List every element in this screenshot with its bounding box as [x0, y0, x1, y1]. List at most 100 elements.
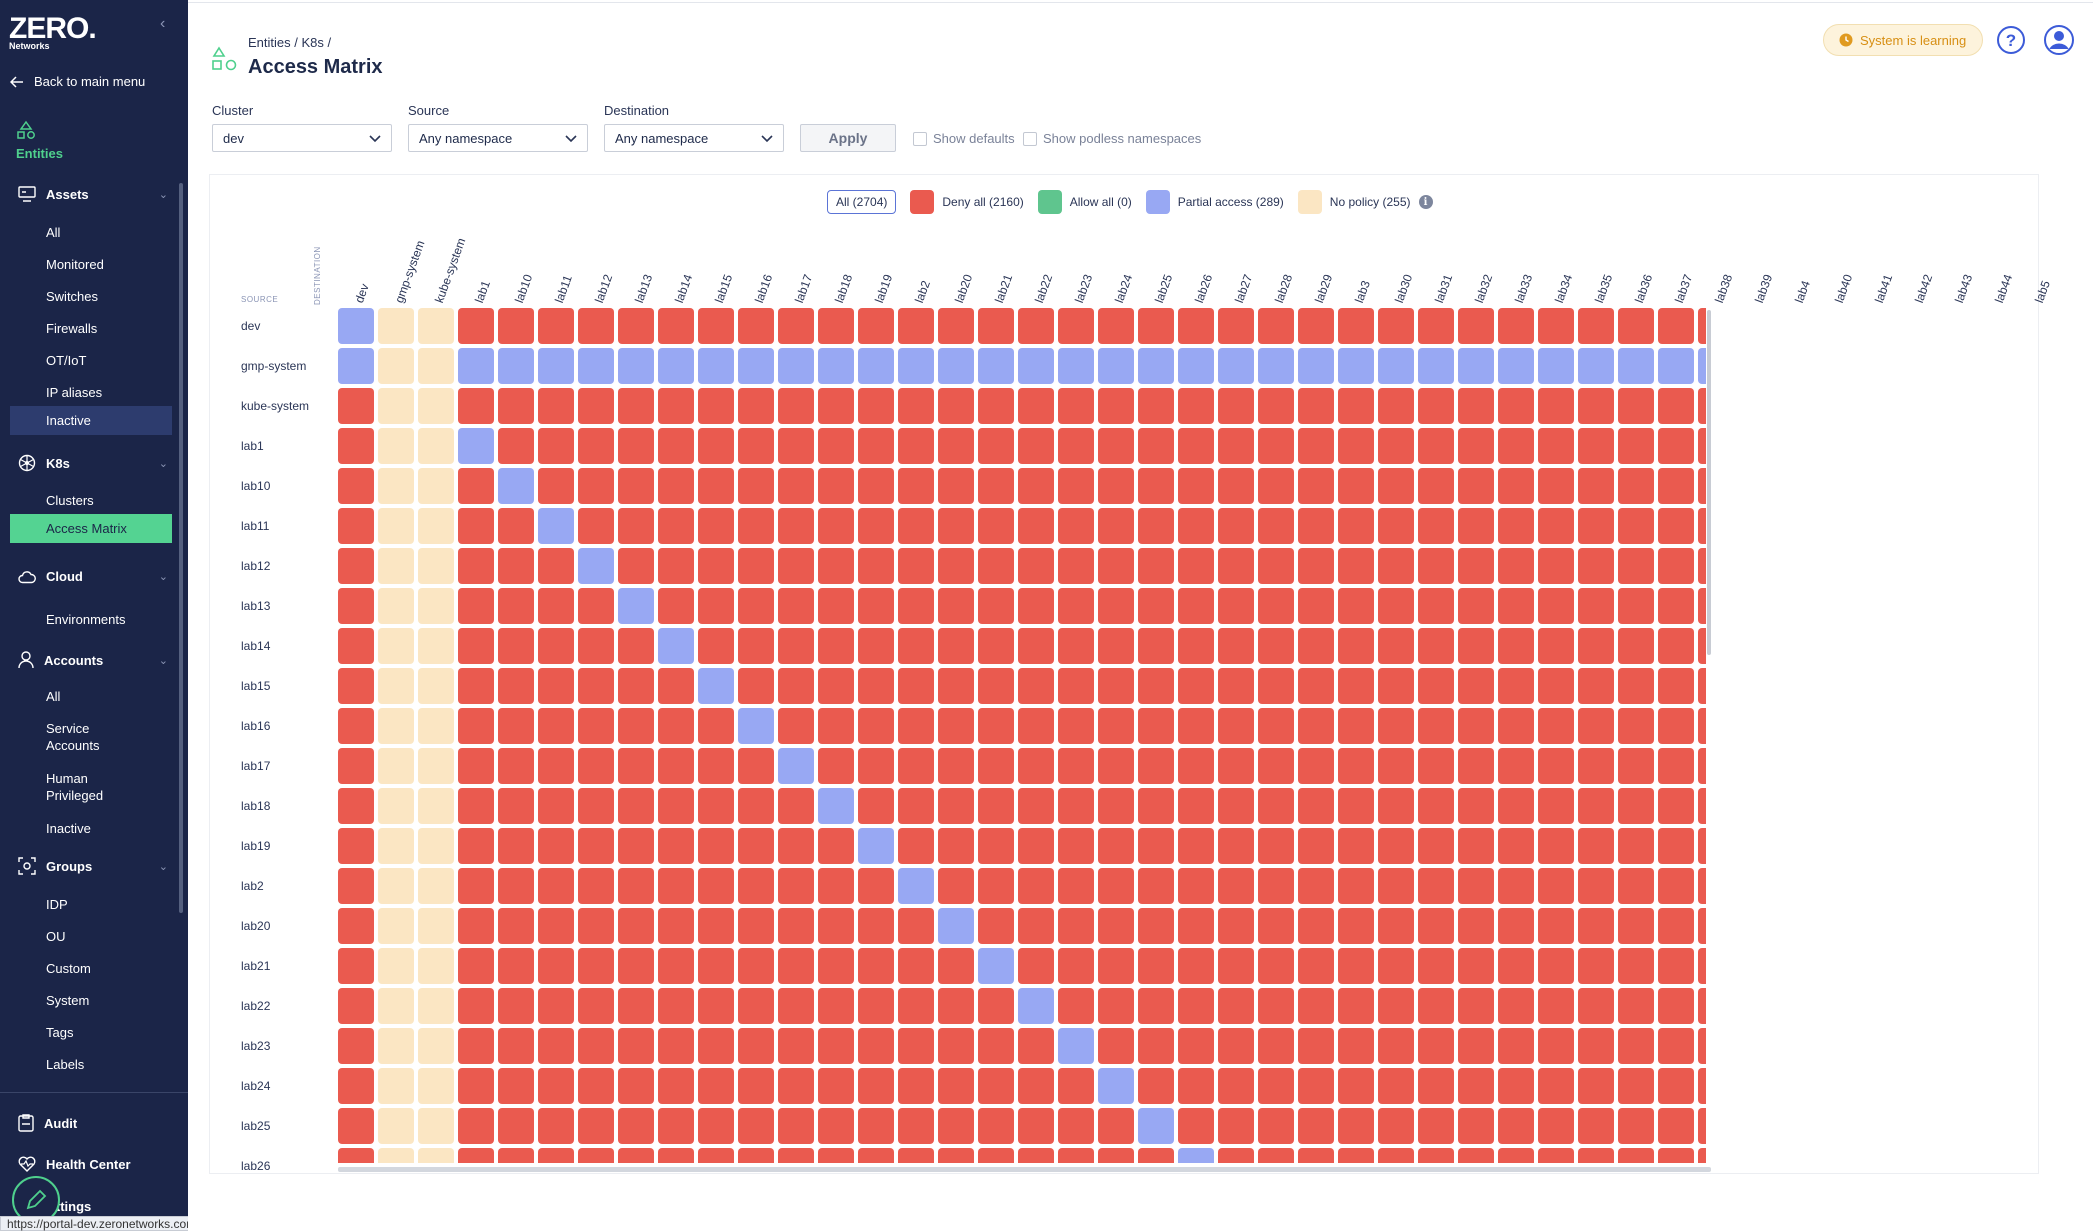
- matrix-cell[interactable]: [538, 588, 574, 624]
- matrix-cell[interactable]: [938, 548, 974, 584]
- matrix-cell[interactable]: [698, 468, 734, 504]
- matrix-cell[interactable]: [818, 508, 854, 544]
- matrix-cell[interactable]: [1338, 668, 1374, 704]
- matrix-cell[interactable]: [738, 308, 774, 344]
- matrix-cell[interactable]: [818, 468, 854, 504]
- matrix-cell[interactable]: [338, 428, 374, 464]
- matrix-cell[interactable]: [1298, 788, 1334, 824]
- matrix-cell[interactable]: [538, 348, 574, 384]
- matrix-cell[interactable]: [1098, 788, 1134, 824]
- legend-deny-filter[interactable]: Deny all (2160): [910, 190, 1024, 214]
- matrix-cell[interactable]: [658, 828, 694, 864]
- matrix-cell[interactable]: [818, 628, 854, 664]
- matrix-cell[interactable]: [1258, 308, 1294, 344]
- matrix-cell[interactable]: [1498, 628, 1534, 664]
- matrix-cell[interactable]: [1098, 748, 1134, 784]
- matrix-cell[interactable]: [1138, 1028, 1174, 1064]
- matrix-cell[interactable]: [1338, 388, 1374, 424]
- matrix-cell[interactable]: [978, 468, 1014, 504]
- matrix-cell[interactable]: [378, 788, 414, 824]
- matrix-cell[interactable]: [378, 348, 414, 384]
- matrix-cell[interactable]: [458, 708, 494, 744]
- matrix-cell[interactable]: [1018, 548, 1054, 584]
- matrix-cell[interactable]: [1658, 788, 1694, 824]
- matrix-cell[interactable]: [1138, 868, 1174, 904]
- matrix-cell[interactable]: [938, 828, 974, 864]
- matrix-cell[interactable]: [738, 388, 774, 424]
- matrix-cell[interactable]: [1458, 948, 1494, 984]
- matrix-cell[interactable]: [698, 1028, 734, 1064]
- matrix-cell[interactable]: [1618, 428, 1654, 464]
- matrix-cell[interactable]: [938, 988, 974, 1024]
- matrix-cell[interactable]: [338, 1028, 374, 1064]
- matrix-cell[interactable]: [1138, 708, 1174, 744]
- matrix-cell[interactable]: [618, 348, 654, 384]
- matrix-cell[interactable]: [1178, 588, 1214, 624]
- matrix-cell[interactable]: [1578, 308, 1614, 344]
- matrix-cell[interactable]: [698, 1068, 734, 1104]
- legend-all-filter[interactable]: All (2704): [827, 190, 897, 214]
- matrix-cell[interactable]: [1698, 668, 1706, 704]
- matrix-cell[interactable]: [378, 628, 414, 664]
- matrix-cell[interactable]: [458, 948, 494, 984]
- matrix-cell[interactable]: [658, 348, 694, 384]
- k8s-section[interactable]: K8s ⌄: [18, 454, 168, 472]
- matrix-cell[interactable]: [1058, 388, 1094, 424]
- matrix-cell[interactable]: [578, 788, 614, 824]
- matrix-cell[interactable]: [1618, 348, 1654, 384]
- matrix-cell[interactable]: [1178, 508, 1214, 544]
- matrix-cell[interactable]: [538, 548, 574, 584]
- matrix-cell[interactable]: [1218, 1068, 1254, 1104]
- matrix-cell[interactable]: [738, 628, 774, 664]
- matrix-cell[interactable]: [578, 348, 614, 384]
- matrix-cell[interactable]: [898, 988, 934, 1024]
- matrix-cell[interactable]: [1578, 908, 1614, 944]
- matrix-cell[interactable]: [1578, 1068, 1614, 1104]
- matrix-cell[interactable]: [458, 1108, 494, 1144]
- matrix-cell[interactable]: [858, 788, 894, 824]
- matrix-cell[interactable]: [1458, 908, 1494, 944]
- matrix-cell[interactable]: [1098, 828, 1134, 864]
- matrix-cell[interactable]: [1378, 1068, 1414, 1104]
- matrix-cell[interactable]: [618, 388, 654, 424]
- matrix-cell[interactable]: [1498, 1068, 1534, 1104]
- matrix-cell[interactable]: [1418, 868, 1454, 904]
- matrix-cell[interactable]: [1458, 868, 1494, 904]
- matrix-cell[interactable]: [1578, 588, 1614, 624]
- matrix-cell[interactable]: [1258, 828, 1294, 864]
- matrix-cell[interactable]: [378, 468, 414, 504]
- matrix-cell[interactable]: [498, 1028, 534, 1064]
- matrix-cell[interactable]: [618, 868, 654, 904]
- matrix-cell[interactable]: [858, 548, 894, 584]
- matrix-cell[interactable]: [1138, 348, 1174, 384]
- matrix-cell[interactable]: [538, 828, 574, 864]
- matrix-cell[interactable]: [818, 1068, 854, 1104]
- matrix-cell[interactable]: [1378, 308, 1414, 344]
- matrix-cell[interactable]: [418, 748, 454, 784]
- matrix-cell[interactable]: [1138, 468, 1174, 504]
- matrix-cell[interactable]: [1058, 1108, 1094, 1144]
- matrix-cell[interactable]: [1178, 628, 1214, 664]
- matrix-cell[interactable]: [1498, 908, 1534, 944]
- matrix-cell[interactable]: [1418, 748, 1454, 784]
- matrix-cell[interactable]: [658, 708, 694, 744]
- matrix-cell[interactable]: [1578, 508, 1614, 544]
- matrix-cell[interactable]: [1658, 908, 1694, 944]
- matrix-cell[interactable]: [1218, 468, 1254, 504]
- matrix-cell[interactable]: [1138, 828, 1174, 864]
- matrix-cell[interactable]: [1498, 1028, 1534, 1064]
- matrix-cell[interactable]: [1458, 308, 1494, 344]
- matrix-cell[interactable]: [418, 468, 454, 504]
- matrix-cell[interactable]: [538, 1028, 574, 1064]
- matrix-cell[interactable]: [458, 1068, 494, 1104]
- matrix-cell[interactable]: [418, 1068, 454, 1104]
- matrix-cell[interactable]: [498, 988, 534, 1024]
- matrix-cell[interactable]: [458, 508, 494, 544]
- matrix-cell[interactable]: [1218, 948, 1254, 984]
- matrix-cell[interactable]: [818, 308, 854, 344]
- matrix-cell[interactable]: [898, 628, 934, 664]
- matrix-cell[interactable]: [698, 708, 734, 744]
- matrix-cell[interactable]: [1698, 348, 1706, 384]
- matrix-cell[interactable]: [498, 308, 534, 344]
- matrix-cell[interactable]: [338, 668, 374, 704]
